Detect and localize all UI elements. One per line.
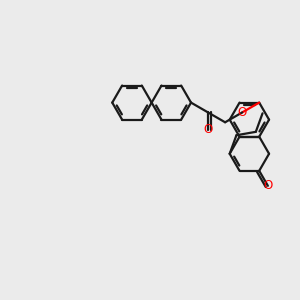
Text: O: O	[203, 123, 213, 136]
Text: O: O	[238, 106, 247, 119]
Text: O: O	[263, 179, 272, 192]
